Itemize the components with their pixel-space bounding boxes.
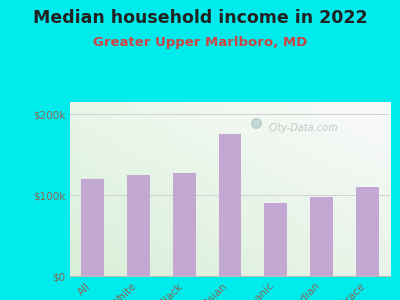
Bar [82,179,104,276]
Bar [70,178,390,180]
Bar [70,196,390,198]
Bar [70,104,390,106]
Bar [70,189,390,191]
Bar [70,135,390,137]
Bar [70,267,390,269]
Bar [70,163,390,165]
Bar [70,152,390,154]
Bar [70,191,390,194]
Bar [70,224,390,226]
Bar [70,239,390,241]
Bar [173,173,196,276]
Bar [70,206,390,208]
Bar [70,165,390,167]
Bar [70,113,390,115]
Bar [70,245,390,248]
Bar [70,211,390,213]
Bar [70,122,390,124]
Bar [70,161,390,163]
Text: Median household income in 2022: Median household income in 2022 [33,9,367,27]
Bar [70,174,390,176]
Bar [70,200,390,202]
Bar [70,228,390,230]
Bar [70,230,390,232]
Bar [70,187,390,189]
Bar [70,250,390,252]
Bar [70,148,390,150]
Bar [70,215,390,217]
Bar [70,109,390,111]
Text: Greater Upper Marlboro, MD: Greater Upper Marlboro, MD [93,36,307,49]
Bar [70,232,390,235]
Bar [70,124,390,126]
Bar [127,175,150,276]
Bar [70,265,390,267]
Bar [70,117,390,119]
Bar [70,213,390,215]
Bar [70,137,390,139]
Bar [70,141,390,143]
Bar [70,126,390,128]
Bar [70,182,390,185]
Bar [70,194,390,196]
Bar [70,235,390,237]
Bar [70,237,390,239]
Bar [70,111,390,113]
Bar [70,133,390,135]
Bar [356,187,378,276]
Bar [70,150,390,152]
Bar [70,102,390,104]
Text: City-Data.com: City-Data.com [268,123,338,133]
Bar [70,156,390,158]
Bar [70,204,390,206]
Bar [70,198,390,200]
Bar [218,134,242,276]
Bar [70,269,390,272]
Bar [70,154,390,156]
Bar [70,176,390,178]
Bar [70,146,390,148]
Bar [70,130,390,133]
Bar [70,263,390,265]
Bar [310,197,333,276]
Bar [70,243,390,245]
Bar [70,259,390,261]
Bar [70,220,390,222]
Bar [70,272,390,274]
Bar [70,226,390,228]
Bar [70,252,390,254]
Bar [70,256,390,259]
Bar [70,254,390,256]
Bar [70,169,390,172]
Bar [70,180,390,182]
Bar [70,172,390,174]
Bar [70,128,390,130]
Bar [70,274,390,276]
Bar [70,158,390,161]
Bar [70,261,390,263]
Bar [70,115,390,117]
Bar [70,222,390,224]
Bar [70,202,390,204]
Bar [264,203,287,276]
Bar [70,241,390,243]
Bar [70,217,390,220]
Bar [70,167,390,169]
Bar [70,139,390,141]
Bar [70,248,390,250]
Bar [70,119,390,122]
Bar [70,208,390,211]
Bar [70,143,390,146]
Bar [70,185,390,187]
Bar [70,106,390,109]
